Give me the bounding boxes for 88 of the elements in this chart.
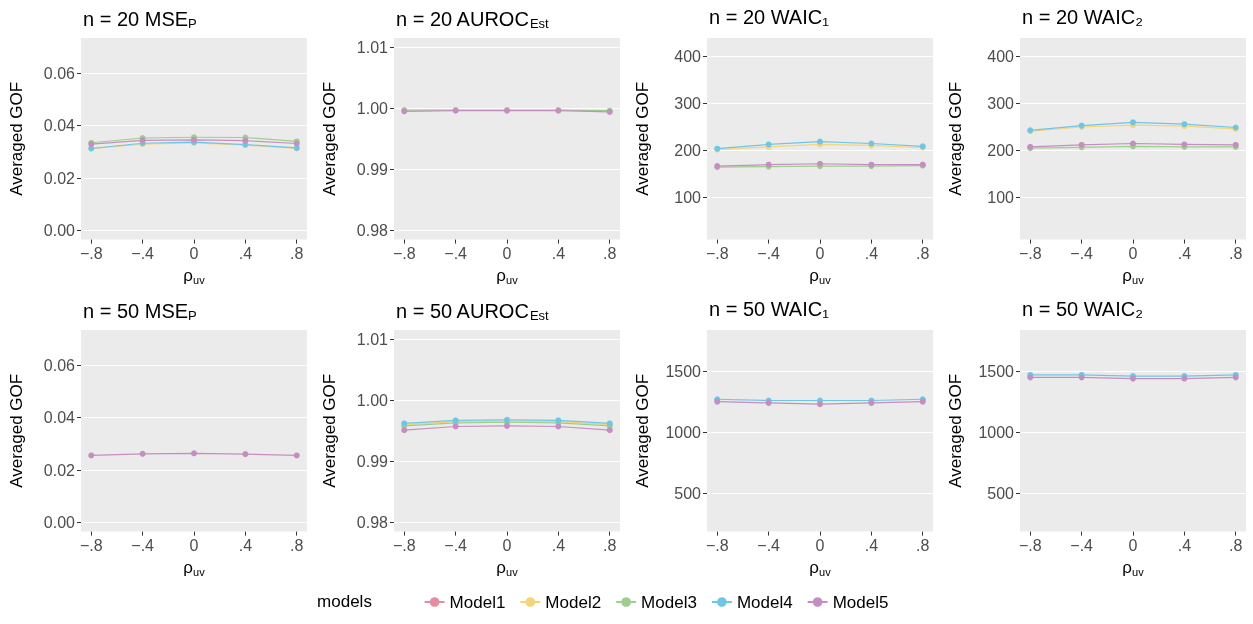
y-tick-label: 200 [987, 142, 1015, 160]
y-axis-title: Averaged GOF [946, 373, 965, 488]
legend-label: Model5 [832, 592, 889, 612]
y-tick-label: 300 [987, 94, 1015, 112]
x-tick-label: .4 [551, 537, 566, 555]
y-tick-label: 200 [674, 142, 702, 160]
y-tick-label: 0.00 [43, 513, 76, 531]
x-tick-label: .4 [864, 537, 879, 555]
legend-label: Model2 [545, 592, 602, 612]
chart-title: n = 50 WAIC₁ [709, 298, 830, 320]
y-tick-label: 500 [987, 484, 1015, 502]
y-tick-label: 100 [987, 189, 1015, 207]
x-tick-label: −.8 [705, 245, 729, 263]
y-tick-label: 1500 [665, 362, 702, 380]
y-axis-title: Averaged GOF [7, 81, 26, 196]
legend-label: Model1 [449, 592, 506, 612]
y-tick-label: 1.01 [356, 38, 389, 56]
x-tick-label: 0 [189, 245, 199, 263]
y-axis-title: Averaged GOF [320, 373, 339, 488]
x-tick-label: .4 [1177, 245, 1192, 263]
y-tick-label: 1.00 [356, 391, 389, 409]
x-tick-label: −.8 [392, 537, 416, 555]
chart-title: n = 50 WAIC₂ [1022, 298, 1143, 320]
x-tick-label: −.4 [444, 245, 468, 263]
chart-title: n = 20 WAIC₁ [709, 6, 830, 28]
y-tick-label: 0.02 [43, 461, 76, 479]
x-tick-label: .8 [1229, 245, 1243, 263]
y-axis-title: Averaged GOF [633, 81, 652, 196]
y-tick-label: 0.00 [43, 221, 76, 239]
x-tick-label: −.4 [131, 537, 155, 555]
y-tick-label: 0.06 [43, 64, 76, 82]
y-axis-title: Averaged GOF [320, 81, 339, 196]
legend-label: Model4 [736, 592, 793, 612]
y-tick-label: 0.04 [43, 117, 76, 135]
y-tick-label: 300 [674, 94, 702, 112]
x-tick-label: .8 [603, 537, 617, 555]
x-tick-label: −.4 [1070, 245, 1094, 263]
x-tick-label: .8 [916, 537, 930, 555]
x-tick-label: −.8 [79, 537, 103, 555]
x-tick-label: −.8 [705, 537, 729, 555]
x-tick-label: −.8 [392, 245, 416, 263]
y-tick-label: 500 [674, 484, 702, 502]
y-tick-label: 400 [674, 47, 702, 65]
x-tick-label: 0 [1128, 537, 1138, 555]
x-tick-label: 0 [1128, 245, 1138, 263]
x-tick-label: −.4 [757, 537, 781, 555]
x-tick-label: −.8 [1018, 537, 1042, 555]
y-tick-label: 100 [674, 189, 702, 207]
x-tick-label: .8 [603, 245, 617, 263]
x-tick-label: −.4 [1070, 537, 1094, 555]
x-tick-label: 0 [189, 537, 199, 555]
x-tick-label: 0 [502, 537, 512, 555]
chart-title: n = 20 WAIC₂ [1022, 6, 1143, 28]
x-tick-label: 0 [815, 537, 825, 555]
y-tick-label: 0.99 [356, 452, 389, 470]
x-tick-label: .8 [290, 245, 304, 263]
x-tick-label: −.8 [1018, 245, 1042, 263]
x-tick-label: .4 [238, 245, 253, 263]
x-tick-label: .4 [551, 245, 566, 263]
x-tick-label: .4 [864, 245, 879, 263]
y-axis-title: Averaged GOF [7, 373, 26, 488]
y-axis-title: Averaged GOF [633, 373, 652, 488]
y-tick-label: 0.04 [43, 409, 76, 427]
x-tick-label: .8 [290, 537, 304, 555]
y-tick-label: 0.98 [356, 513, 389, 531]
x-tick-label: .8 [916, 245, 930, 263]
y-tick-label: 400 [987, 47, 1015, 65]
x-tick-label: .4 [1177, 537, 1192, 555]
x-tick-label: .8 [1229, 537, 1243, 555]
x-tick-label: −.4 [444, 537, 468, 555]
y-tick-label: 0.02 [43, 169, 76, 187]
x-tick-label: −.4 [131, 245, 155, 263]
y-axis-title: Averaged GOF [946, 81, 965, 196]
y-tick-label: 1.00 [356, 99, 389, 117]
x-tick-label: 0 [502, 245, 512, 263]
x-tick-label: −.4 [757, 245, 781, 263]
y-tick-label: 0.98 [356, 221, 389, 239]
y-tick-label: 1000 [665, 423, 702, 441]
x-tick-label: −.8 [79, 245, 103, 263]
legend-title: models [317, 592, 372, 612]
y-tick-label: 1.01 [356, 330, 389, 348]
y-tick-label: 0.06 [43, 356, 76, 374]
y-tick-label: 0.99 [356, 160, 389, 178]
legend-label: Model3 [641, 592, 697, 612]
x-tick-label: .4 [238, 537, 253, 555]
y-tick-label: 1500 [978, 362, 1015, 380]
x-tick-label: 0 [815, 245, 825, 263]
y-tick-label: 1000 [978, 423, 1015, 441]
